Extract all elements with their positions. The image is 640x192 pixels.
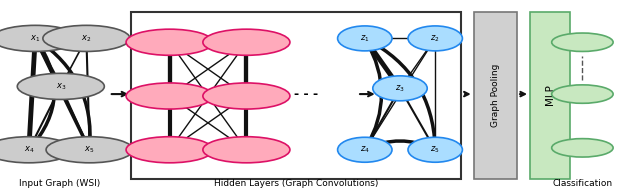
Circle shape xyxy=(203,29,290,55)
Text: $z_{5}$: $z_{5}$ xyxy=(430,145,440,155)
FancyArrowPatch shape xyxy=(38,40,90,147)
Text: $x_{4}$: $x_{4}$ xyxy=(24,145,34,155)
Circle shape xyxy=(126,83,213,109)
Text: $x_{2}$: $x_{2}$ xyxy=(81,33,92,44)
Circle shape xyxy=(43,25,130,51)
FancyArrowPatch shape xyxy=(31,41,54,148)
Circle shape xyxy=(46,137,133,163)
Text: $x_{5}$: $x_{5}$ xyxy=(84,145,95,155)
Ellipse shape xyxy=(372,76,428,101)
Text: $x_{1}$: $x_{1}$ xyxy=(30,33,40,44)
FancyArrowPatch shape xyxy=(367,40,435,147)
Circle shape xyxy=(203,83,290,109)
Text: $z_{2}$: $z_{2}$ xyxy=(431,33,440,44)
Ellipse shape xyxy=(338,26,392,51)
FancyBboxPatch shape xyxy=(474,12,517,179)
Text: Classification: Classification xyxy=(552,179,612,188)
Text: $z_{3}$: $z_{3}$ xyxy=(395,83,405,94)
Ellipse shape xyxy=(338,137,392,162)
Circle shape xyxy=(126,137,213,163)
Text: Hidden Layers (Graph Convolutions): Hidden Layers (Graph Convolutions) xyxy=(214,179,378,188)
Text: Input Graph (WSI): Input Graph (WSI) xyxy=(19,179,100,188)
Circle shape xyxy=(203,137,290,163)
FancyArrowPatch shape xyxy=(367,141,433,149)
Text: $z_{1}$: $z_{1}$ xyxy=(360,33,369,44)
Text: Graph Pooling: Graph Pooling xyxy=(491,63,500,127)
Ellipse shape xyxy=(408,26,463,51)
Circle shape xyxy=(552,139,613,157)
Circle shape xyxy=(552,33,613,51)
Circle shape xyxy=(17,73,104,99)
Text: MLP: MLP xyxy=(545,85,555,105)
Text: - - -: - - - xyxy=(294,88,318,101)
Circle shape xyxy=(0,137,72,163)
Ellipse shape xyxy=(408,137,463,162)
Text: $z_{4}$: $z_{4}$ xyxy=(360,145,370,155)
FancyBboxPatch shape xyxy=(530,12,570,179)
Circle shape xyxy=(552,85,613,103)
Text: $x_{3}$: $x_{3}$ xyxy=(56,81,66,92)
FancyArrowPatch shape xyxy=(366,41,381,147)
Circle shape xyxy=(0,25,79,51)
Circle shape xyxy=(126,29,213,55)
